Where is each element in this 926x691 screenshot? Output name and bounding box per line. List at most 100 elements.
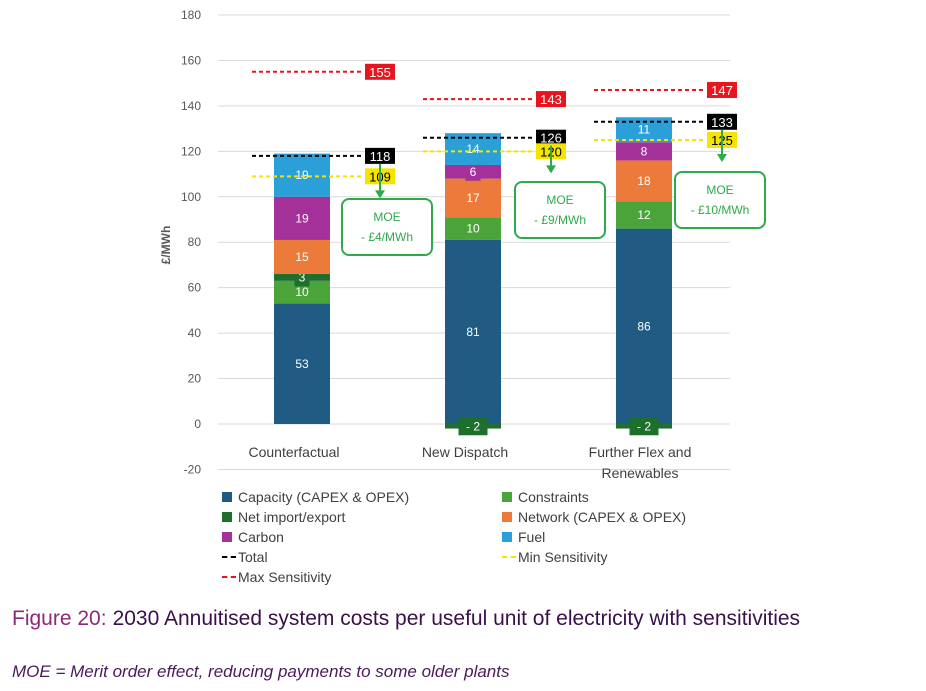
x-tick-label: Counterfactual [248, 444, 339, 460]
legend-swatch [502, 556, 516, 558]
x-tick-label: Further Flex and [589, 444, 692, 460]
data-label: 18 [637, 174, 651, 188]
moe-title: MOE [546, 193, 573, 207]
total-box [365, 147, 395, 164]
legend-item: Capacity (CAPEX & OPEX) [222, 488, 502, 506]
legend-swatch [502, 492, 512, 502]
legend-label: Fuel [518, 529, 546, 545]
y-tick-label: 120 [181, 144, 201, 158]
legend-label: Net import/export [238, 509, 346, 525]
legend-swatch [222, 492, 232, 502]
max-sensitivity-label: 143 [540, 92, 562, 107]
total-label: 126 [540, 131, 562, 146]
data-label: 19 [295, 211, 309, 225]
data-label: 12 [637, 208, 651, 222]
legend-label: Max Sensitivity [238, 569, 332, 585]
legend-item: Total [222, 548, 502, 566]
bar-segment [616, 228, 672, 424]
moe-arrowhead [717, 153, 727, 162]
data-label-box [458, 417, 488, 436]
data-label-box [629, 417, 659, 436]
legend-label: Total [238, 549, 268, 565]
y-tick-label: 60 [188, 281, 202, 295]
legend-item: Network (CAPEX & OPEX) [502, 508, 742, 526]
legend-swatch [502, 532, 512, 542]
figure-title: 2030 Annuitised system costs per useful … [112, 607, 801, 630]
bar-segment [445, 217, 501, 240]
bar-segment [445, 178, 501, 218]
y-tick-label: 140 [181, 99, 201, 113]
y-tick-label: 100 [181, 190, 201, 204]
y-tick-label: 80 [188, 235, 202, 249]
data-label: 17 [466, 191, 480, 205]
legend-item: Max Sensitivity [222, 568, 502, 586]
legend-item: Net import/export [222, 508, 502, 526]
max-sensitivity-box [365, 63, 395, 80]
legend-label: Carbon [238, 529, 284, 545]
y-tick-label: -20 [184, 462, 202, 476]
moe-arrowhead [546, 165, 556, 174]
data-label-box [465, 162, 481, 181]
bar-segment [616, 201, 672, 229]
y-tick-label: 160 [181, 53, 201, 67]
legend-swatch [222, 556, 236, 558]
moe-title: MOE [706, 183, 733, 197]
data-label: 10 [295, 285, 309, 299]
data-label: 86 [637, 319, 651, 333]
total-label: 118 [370, 149, 391, 164]
bar-segment [616, 142, 672, 161]
data-label: - 2 [637, 419, 651, 433]
figure-number: Figure 20: [12, 607, 107, 630]
max-sensitivity-box [536, 91, 566, 108]
figure-note: MOE = Merit order effect, reducing payme… [12, 662, 510, 681]
moe-box [674, 171, 766, 229]
moe-title: MOE [373, 210, 400, 224]
data-label: 10 [466, 222, 480, 236]
data-label: 3 [299, 270, 306, 284]
legend-label: Constraints [518, 489, 589, 505]
bar-segment [274, 239, 330, 275]
bar-segment [274, 303, 330, 424]
legend-item: Constraints [502, 488, 742, 506]
bar-segment [274, 280, 330, 304]
data-label: 81 [466, 325, 480, 339]
legend-swatch [222, 576, 236, 578]
moe-box [514, 181, 606, 239]
total-box [707, 113, 737, 130]
stacked-bar-chart: 180160140120100806040200-20£/MWh53103151… [159, 8, 766, 481]
bar-segment [616, 160, 672, 202]
moe-arrowhead [375, 190, 385, 199]
max-sensitivity-label: 147 [711, 83, 733, 98]
y-tick-label: 0 [194, 417, 201, 431]
figure-caption: Figure 20: 2030 Annuitised system costs p… [12, 607, 800, 631]
x-tick-label: New Dispatch [422, 444, 508, 460]
legend-swatch [222, 532, 232, 542]
legend-item: Carbon [222, 528, 502, 546]
legend-label: Network (CAPEX & OPEX) [518, 509, 687, 525]
y-axis-label: £/MWh [159, 226, 173, 265]
legend-item: Min Sensitivity [502, 548, 742, 566]
total-label: 133 [711, 115, 733, 130]
x-tick-label-line2: Renewables [601, 465, 678, 481]
moe-value: - £10/MWh [691, 203, 750, 217]
moe-box [341, 198, 433, 256]
data-label: - 2 [466, 419, 480, 433]
data-label: 15 [295, 250, 309, 264]
data-label: 8 [641, 144, 648, 158]
data-label: 14 [466, 142, 480, 156]
chart-legend: Capacity (CAPEX & OPEX) Constraints Net im… [222, 488, 742, 586]
bar-segment [274, 153, 330, 197]
max-sensitivity-label: 155 [369, 65, 391, 80]
max-sensitivity-box [707, 81, 737, 98]
legend-label: Min Sensitivity [518, 549, 608, 565]
moe-value: - £4/MWh [361, 230, 413, 244]
bar-segment [274, 196, 330, 240]
legend-item: Fuel [502, 528, 742, 546]
y-tick-label: 180 [181, 8, 201, 22]
legend-swatch [222, 512, 232, 522]
data-label: 6 [470, 165, 477, 179]
bar-segment [445, 239, 501, 424]
legend-swatch [502, 512, 512, 522]
data-label: 19 [295, 168, 309, 182]
data-label: 11 [638, 123, 651, 137]
